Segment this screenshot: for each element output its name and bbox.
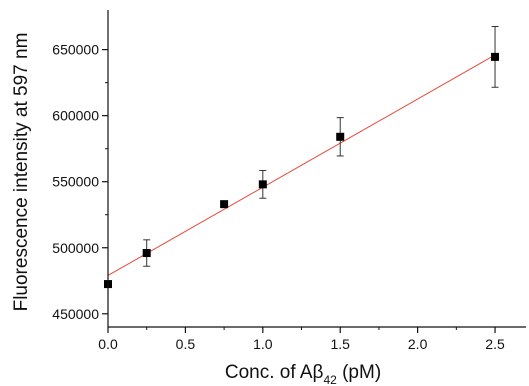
y-tick-label: 500000 bbox=[52, 240, 99, 256]
y-tick-label: 450000 bbox=[52, 306, 99, 322]
data-point-layer bbox=[104, 52, 500, 289]
data-point bbox=[491, 52, 500, 61]
error-bar-layer bbox=[143, 26, 499, 267]
y-tick-label: 650000 bbox=[52, 42, 99, 58]
x-tick-label: 1.5 bbox=[330, 336, 350, 352]
y-tick-label: 600000 bbox=[52, 108, 99, 124]
x-tick-label: 2.5 bbox=[485, 336, 505, 352]
fit-line-layer bbox=[107, 54, 496, 276]
y-axis-ticks: 450000 500000 550000 600000 650000 bbox=[52, 42, 108, 322]
x-axis-title: Conc. of Aβ42 (pM) bbox=[225, 362, 381, 386]
data-point bbox=[336, 132, 345, 141]
x-axis-ticks: 0.0 0.5 1.0 1.5 2.0 2.5 bbox=[98, 327, 505, 352]
data-point bbox=[220, 200, 229, 209]
x-tick-label: 0.5 bbox=[176, 336, 196, 352]
x-tick-label: 2.0 bbox=[408, 336, 428, 352]
y-tick-label: 550000 bbox=[52, 174, 99, 190]
data-point bbox=[258, 180, 267, 189]
x-axis-title-main: Conc. of Aβ bbox=[225, 362, 324, 383]
data-point bbox=[142, 249, 151, 258]
y-axis-title: Fluorescence intensity at 597 nm bbox=[11, 33, 32, 312]
fit-line bbox=[107, 54, 496, 276]
x-tick-label: 0.0 bbox=[98, 336, 118, 352]
x-axis-title-unit: (pM) bbox=[337, 362, 381, 383]
plot-area bbox=[104, 26, 500, 289]
x-axis-title-subscript: 42 bbox=[323, 373, 337, 386]
x-tick-label: 1.0 bbox=[253, 336, 273, 352]
axes: 0.0 0.5 1.0 1.5 2.0 2.5 450000 500000 550000 600… bbox=[52, 10, 526, 352]
